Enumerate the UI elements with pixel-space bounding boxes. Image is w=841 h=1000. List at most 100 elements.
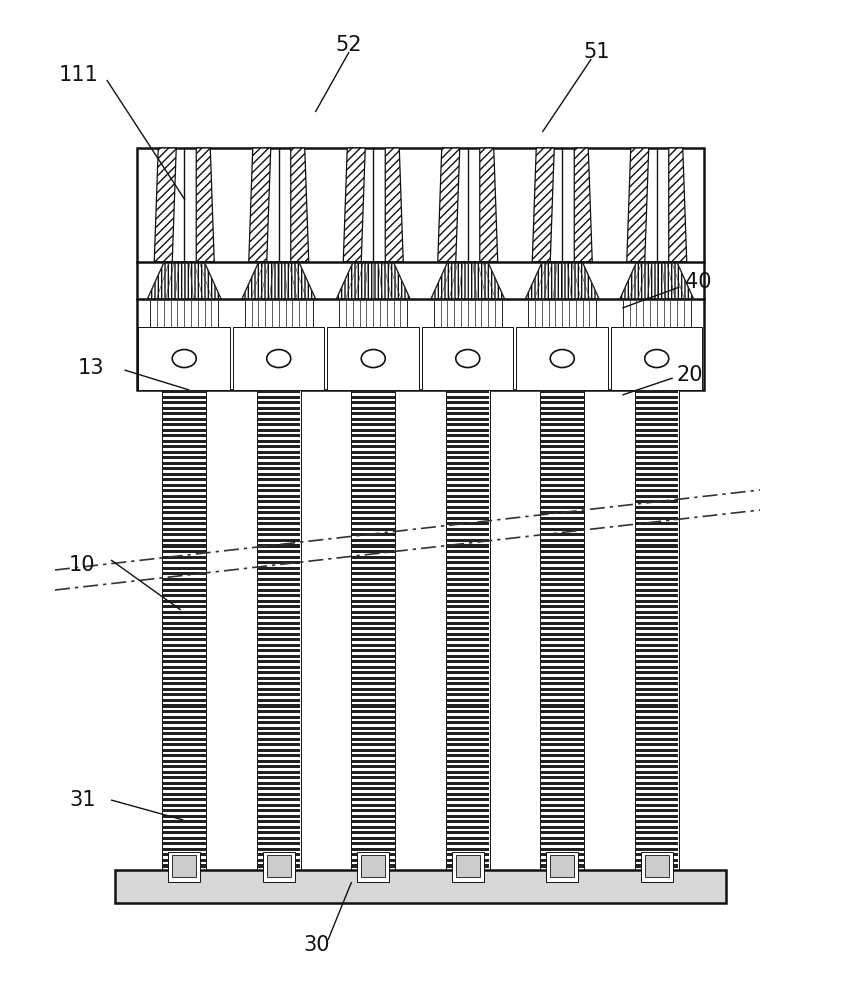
Text: 20: 20 <box>676 365 703 385</box>
Bar <box>352 572 394 575</box>
Bar <box>257 544 300 548</box>
Bar <box>447 682 489 685</box>
Bar <box>352 611 394 614</box>
Bar <box>257 622 300 625</box>
Bar <box>352 407 394 410</box>
Bar <box>447 655 489 658</box>
Bar <box>635 660 678 663</box>
Bar <box>635 556 678 559</box>
Bar <box>257 721 300 724</box>
Bar <box>257 716 300 719</box>
Bar <box>352 462 394 465</box>
Bar <box>447 605 489 608</box>
Bar <box>352 837 394 840</box>
Bar <box>257 815 300 818</box>
Bar <box>352 649 394 652</box>
Bar <box>541 760 584 763</box>
Bar <box>163 605 206 608</box>
Bar <box>541 649 584 652</box>
Bar <box>541 528 584 531</box>
Bar <box>550 855 574 877</box>
Bar <box>635 644 678 647</box>
Bar <box>163 533 206 536</box>
Bar <box>541 798 584 801</box>
Bar <box>541 511 584 514</box>
Bar <box>163 638 206 641</box>
Bar <box>635 605 678 608</box>
Bar <box>447 738 489 741</box>
Bar <box>541 804 584 807</box>
Bar <box>352 677 394 680</box>
Bar <box>352 561 394 564</box>
Bar <box>447 500 489 503</box>
Bar <box>447 556 489 559</box>
Bar <box>257 793 300 796</box>
Bar <box>257 600 300 603</box>
Bar <box>541 423 584 426</box>
Bar <box>257 804 300 807</box>
Polygon shape <box>385 148 403 262</box>
Bar <box>352 616 394 619</box>
Bar <box>635 506 678 509</box>
Bar <box>635 831 678 834</box>
Bar <box>352 820 394 823</box>
Bar <box>635 765 678 768</box>
Bar <box>163 853 206 856</box>
Bar <box>163 671 206 674</box>
Bar <box>635 633 678 636</box>
Bar <box>162 390 206 870</box>
Bar <box>163 776 206 779</box>
Bar <box>541 655 584 658</box>
Bar <box>257 500 300 503</box>
Bar <box>635 622 678 625</box>
Bar <box>635 594 678 597</box>
Bar <box>541 600 584 603</box>
Bar <box>541 633 584 636</box>
Bar <box>541 660 584 663</box>
Bar <box>257 412 300 415</box>
Bar <box>635 760 678 763</box>
Bar <box>447 826 489 829</box>
Bar <box>352 578 394 581</box>
Bar <box>352 511 394 514</box>
Polygon shape <box>336 262 410 299</box>
Bar <box>541 616 584 619</box>
Bar <box>447 495 489 498</box>
Bar <box>163 412 206 415</box>
Bar <box>516 327 608 390</box>
Bar <box>352 550 394 553</box>
Bar <box>352 804 394 807</box>
Bar <box>257 611 300 614</box>
Polygon shape <box>154 148 177 262</box>
Bar <box>257 826 300 829</box>
Bar <box>139 327 230 390</box>
Bar <box>352 440 394 443</box>
Bar <box>163 760 206 763</box>
Bar <box>115 870 726 903</box>
Bar <box>257 649 300 652</box>
Bar <box>635 572 678 575</box>
Bar <box>447 423 489 426</box>
Bar <box>257 511 300 514</box>
Bar <box>163 842 206 845</box>
Bar <box>447 688 489 691</box>
Bar <box>163 688 206 691</box>
Bar <box>352 831 394 834</box>
Bar <box>447 765 489 768</box>
Bar <box>452 852 484 882</box>
Bar <box>163 611 206 614</box>
Bar <box>447 489 489 492</box>
Polygon shape <box>574 148 592 262</box>
Bar <box>163 467 206 470</box>
Bar <box>163 771 206 774</box>
Bar <box>447 473 489 476</box>
Bar <box>541 727 584 730</box>
Bar <box>635 787 678 790</box>
Bar <box>635 864 678 868</box>
Bar <box>163 815 206 818</box>
Bar <box>163 804 206 807</box>
Bar <box>257 754 300 757</box>
Text: 40: 40 <box>685 272 711 292</box>
Bar <box>635 517 678 520</box>
Bar <box>635 627 678 630</box>
